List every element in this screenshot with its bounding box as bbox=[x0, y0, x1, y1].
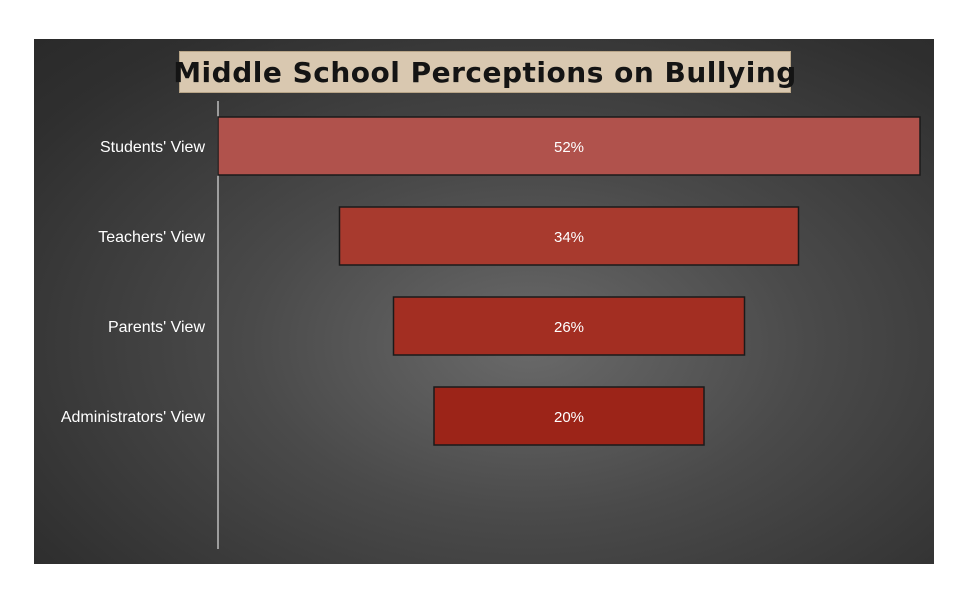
bar-3 bbox=[433, 386, 705, 446]
bar-value-label: 26% bbox=[554, 319, 584, 336]
bar-1 bbox=[338, 206, 800, 266]
category-label: Administrators' View bbox=[61, 409, 206, 426]
chart-plot-area: 52% Students' View 34% Teachers' View 26% Par… bbox=[61, 101, 921, 549]
bar-value-label: 20% bbox=[554, 409, 584, 426]
chart-panel: Middle School Perceptions on Bullying 52… bbox=[34, 39, 934, 564]
category-label: Parents' View bbox=[108, 319, 205, 336]
bar-value-label: 34% bbox=[554, 229, 584, 246]
category-label: Teachers' View bbox=[98, 229, 205, 246]
category-label: Students' View bbox=[100, 139, 205, 156]
bar-0 bbox=[217, 116, 921, 176]
bar-value-label: 52% bbox=[554, 139, 584, 156]
chart-title: Middle School Perceptions on Bullying bbox=[173, 51, 796, 93]
bar-2 bbox=[392, 296, 746, 356]
